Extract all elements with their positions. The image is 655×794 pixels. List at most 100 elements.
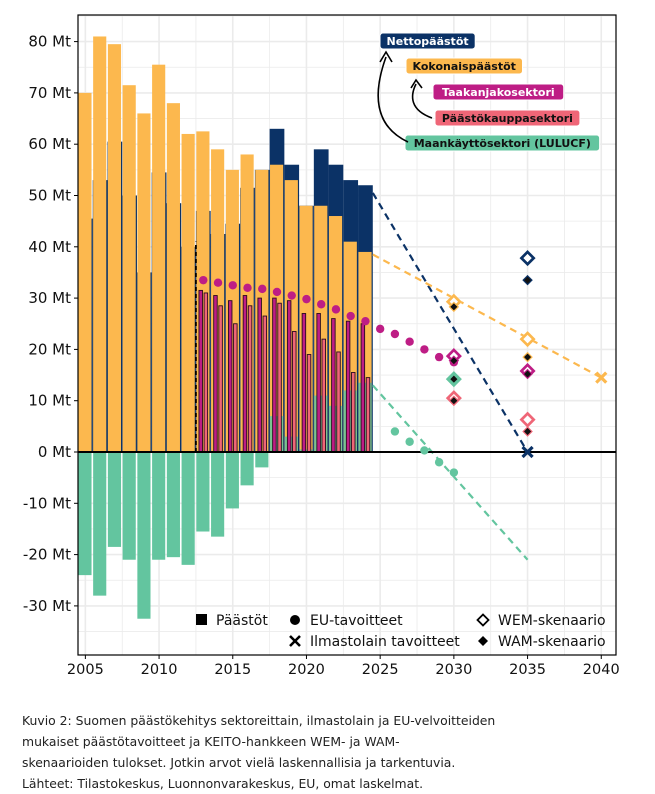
y-tick-label: -10 Mt bbox=[23, 494, 71, 512]
y-tick-label: 10 Mt bbox=[28, 392, 71, 410]
bar-paastokauppasektori bbox=[351, 372, 356, 453]
eu-target-point bbox=[420, 345, 429, 354]
x-tick-label: 2030 bbox=[435, 662, 472, 678]
series-callouts: Nettopäästöt Kokonaispäästöt Taakanjakosek… bbox=[377, 32, 601, 152]
eu-target-point bbox=[317, 300, 326, 309]
callout-box bbox=[434, 109, 581, 127]
wem-point-outline bbox=[519, 250, 536, 267]
x-tick-label: 2020 bbox=[288, 662, 325, 678]
arrow-curve bbox=[377, 56, 409, 143]
bar-paastokauppasektori bbox=[233, 323, 238, 453]
legend-label: Päästöt bbox=[216, 613, 268, 629]
x-tick-label: 2040 bbox=[583, 662, 620, 678]
callout-label: Nettopäästöt bbox=[387, 35, 469, 48]
bar-taakanjakosektori bbox=[360, 323, 366, 453]
eu-target-point bbox=[405, 337, 414, 346]
bar-lulucf bbox=[181, 452, 195, 565]
legend-item: WAM-skenaario bbox=[478, 634, 606, 650]
bar-lulucf bbox=[107, 452, 122, 547]
callout-label: Päästökauppasektori bbox=[442, 112, 573, 125]
legend-x-icon bbox=[289, 635, 301, 647]
legend-item: Ilmastolain tavoitteet bbox=[289, 634, 460, 650]
x-tick-label: 2015 bbox=[214, 662, 251, 678]
bar-taakanjakosektori bbox=[331, 318, 336, 453]
y-tick-label: 40 Mt bbox=[28, 238, 71, 256]
x-tick-label: 2025 bbox=[362, 662, 399, 678]
bar-taakanjakosektori bbox=[272, 297, 277, 453]
bar-lulucf bbox=[240, 452, 254, 486]
markers bbox=[199, 250, 608, 477]
bar-kokonaispaastot bbox=[137, 113, 151, 453]
climate-act-target bbox=[521, 445, 534, 459]
legend-item: WEM-skenaario bbox=[476, 613, 606, 629]
y-tick-label: -30 Mt bbox=[23, 597, 71, 615]
y-tick-label: -20 Mt bbox=[23, 546, 71, 564]
legend-square-icon bbox=[196, 614, 207, 625]
caption-line-4: Lähteet: Tilastokeskus, Luonnonvarakesku… bbox=[22, 776, 424, 791]
arrowhead bbox=[379, 50, 393, 63]
legend-label: WEM-skenaario bbox=[498, 613, 606, 629]
bar-taakanjakosektori bbox=[227, 300, 233, 453]
bar-lulucf bbox=[225, 452, 239, 509]
bar-taakanjakosektori bbox=[301, 313, 307, 453]
wam-point bbox=[448, 301, 460, 313]
eu-target-point bbox=[390, 329, 400, 339]
bar-lulucf bbox=[78, 452, 92, 576]
bar-paastokauppasektori bbox=[292, 330, 297, 453]
eu-target-point bbox=[390, 427, 400, 436]
bar-paastokauppasektori bbox=[203, 292, 209, 453]
bar-paastokauppasektori bbox=[247, 305, 253, 453]
wam-point bbox=[448, 395, 460, 406]
legend-circle-icon bbox=[290, 615, 300, 625]
eu-target-point bbox=[258, 284, 267, 294]
eu-target-point bbox=[287, 291, 296, 300]
eu-target-point bbox=[420, 446, 429, 455]
eu-target-point bbox=[434, 352, 444, 362]
callout-box bbox=[405, 57, 523, 75]
wem-point-outline bbox=[519, 411, 536, 428]
legend-label: EU-tavoitteet bbox=[310, 613, 403, 629]
caption-line-3: skenaarioiden tulokset. Jotkin arvot vie… bbox=[22, 755, 456, 770]
wam-point bbox=[448, 373, 460, 385]
bar-paastokauppasektori bbox=[306, 354, 312, 453]
bar-paastokauppasektori bbox=[321, 338, 326, 453]
eu-target-point bbox=[449, 468, 459, 477]
eu-target-point bbox=[302, 294, 311, 304]
bar-taakanjakosektori bbox=[257, 297, 262, 453]
eu-target-point bbox=[405, 437, 414, 446]
trend-line bbox=[372, 253, 602, 379]
eu-target-point bbox=[434, 458, 444, 467]
bar-kokonaispaastot bbox=[181, 133, 195, 452]
bar-lulucf bbox=[122, 452, 136, 560]
bar-kokonaispaastot bbox=[166, 103, 180, 452]
arrowhead bbox=[410, 78, 423, 89]
bar-paastokauppasektori bbox=[262, 315, 268, 453]
y-tick-label: 0 Mt bbox=[38, 443, 71, 461]
bar-lulucf bbox=[255, 452, 269, 468]
bar-taakanjakosektori bbox=[286, 300, 292, 453]
wam-point bbox=[522, 368, 533, 380]
legend-item: EU-tavoitteet bbox=[290, 613, 403, 629]
wam-point bbox=[522, 274, 533, 286]
bar-taakanjakosektori bbox=[242, 295, 248, 453]
y-tick-label: 20 Mt bbox=[28, 340, 71, 358]
y-tick-label: 60 Mt bbox=[28, 135, 71, 153]
x-stroke bbox=[595, 371, 608, 384]
wam-point bbox=[522, 426, 533, 437]
bar-kokonaispaastot bbox=[78, 92, 92, 453]
callout-label: Taakanjakosektori bbox=[442, 86, 555, 99]
bar-lulucf bbox=[93, 452, 107, 596]
bar-kokonaispaastot bbox=[93, 36, 107, 452]
bar-kokonaispaastot bbox=[107, 44, 122, 452]
figure-caption: Kuvio 2: Suomen päästökehitys sektoreitt… bbox=[22, 710, 622, 794]
caption-line-2: mukaiset päästötavoitteet ja KEITO-hankk… bbox=[22, 734, 400, 749]
y-tick-label: 50 Mt bbox=[28, 187, 71, 205]
bar-taakanjakosektori bbox=[345, 320, 351, 453]
wem-point-outline bbox=[445, 371, 462, 388]
eu-target-point bbox=[199, 275, 208, 285]
eu-target-point bbox=[346, 311, 355, 321]
wem-point bbox=[523, 253, 532, 263]
eu-target-point bbox=[213, 278, 223, 287]
eu-target-point bbox=[331, 305, 341, 314]
x-tick-label: 2010 bbox=[141, 662, 178, 678]
